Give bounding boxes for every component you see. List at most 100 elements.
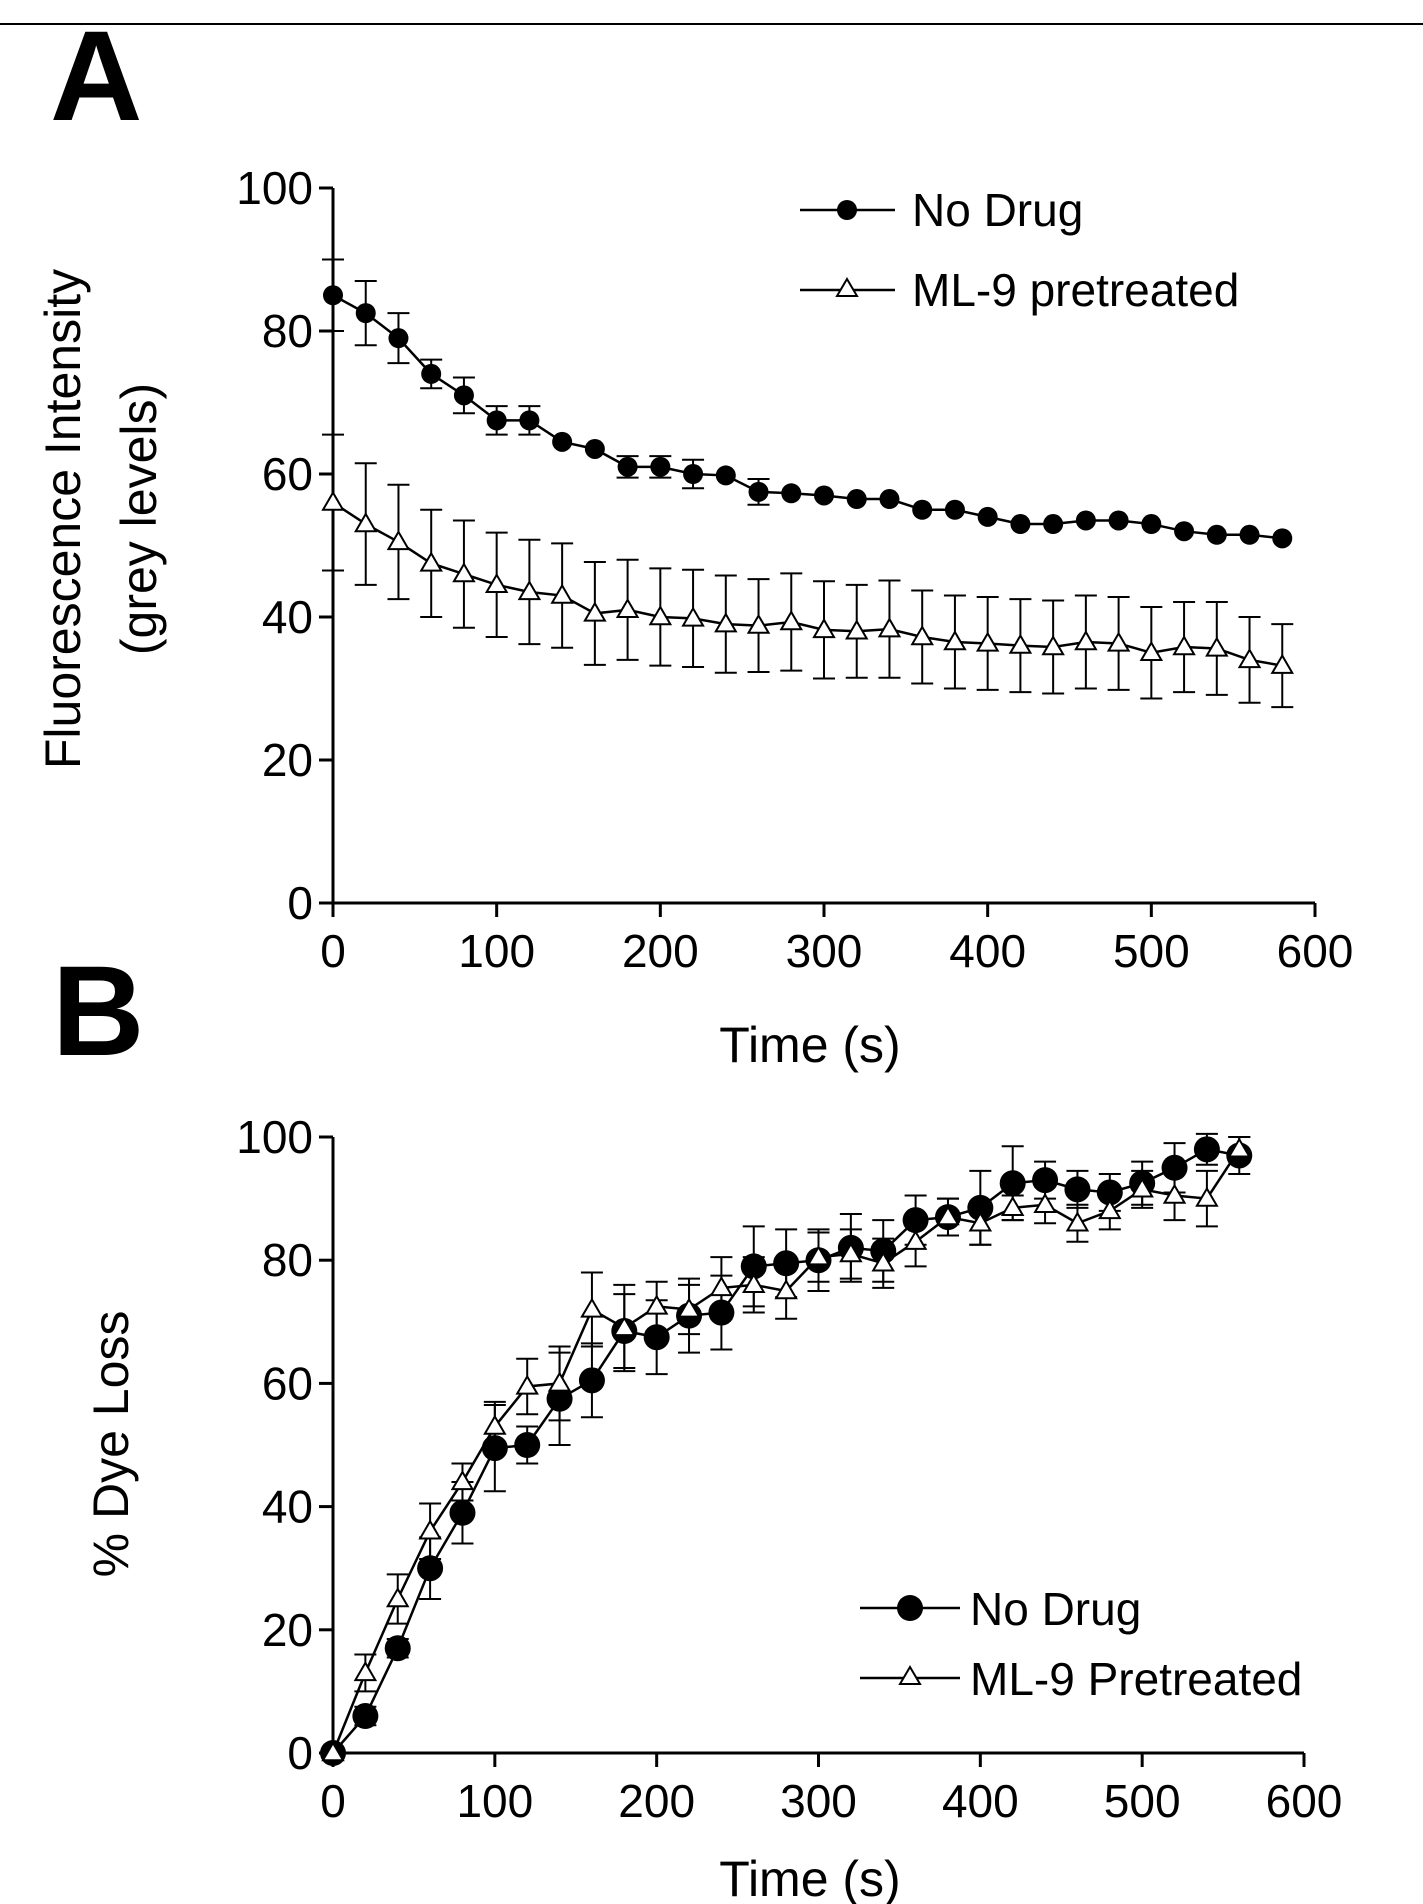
panel-b-ml9-point bbox=[450, 1469, 475, 1491]
panel-a-ytick-label: 60 bbox=[262, 448, 313, 500]
panel-a-ml9-point bbox=[386, 529, 411, 551]
panel-a-axes: 0 20 40 60 80 100 0 100 200 300 400 500 600 bbox=[236, 162, 1353, 977]
panel-b-ml9-point bbox=[1000, 1195, 1025, 1217]
panel-a-ml9-line bbox=[332, 501, 1283, 667]
panel-a-no-drug-point bbox=[1206, 524, 1227, 545]
panel-a-xlabel: Time (s) bbox=[719, 1017, 900, 1073]
panel-a-ml9-point bbox=[1139, 640, 1164, 661]
panel-b-ml9-point bbox=[418, 1519, 442, 1540]
panel-b-errorbars bbox=[354, 1132, 1251, 1727]
panel-b-xtick-label: 200 bbox=[618, 1775, 695, 1827]
panel-b-ml9-point bbox=[968, 1211, 993, 1232]
panel-b-ml9-point bbox=[1065, 1211, 1090, 1232]
panel-a-ml9-point bbox=[1172, 635, 1196, 656]
panel-b-legend-label-ml9: ML-9 Pretreated bbox=[970, 1653, 1302, 1705]
panel-b-ytick-label: 40 bbox=[262, 1481, 313, 1533]
panel-b-legend-marker-ml9 bbox=[898, 1665, 922, 1685]
panel-b-ml9-point bbox=[353, 1660, 378, 1682]
panel-b-ylabel: % Dye Loss bbox=[83, 1311, 139, 1578]
panel-a-ml9-point bbox=[844, 619, 869, 640]
panel-a-no-drug-point bbox=[1010, 514, 1031, 535]
panel-letter-a: A bbox=[50, 5, 142, 148]
panel-a-no-drug-point bbox=[584, 438, 605, 459]
panel-b-ytick-label: 80 bbox=[262, 1234, 313, 1286]
panel-a-no-drug-point bbox=[846, 489, 867, 510]
panel-b-ml9-point bbox=[483, 1414, 507, 1435]
panel-b-no-drug-point bbox=[1193, 1136, 1220, 1163]
panel-b-ytick-label: 20 bbox=[262, 1604, 313, 1656]
panel-b-no-drug-point bbox=[1064, 1176, 1091, 1203]
panel-a-ml9-point bbox=[452, 562, 476, 583]
panel-a-ml9-point bbox=[1270, 653, 1295, 674]
panel-b-no-drug-point bbox=[773, 1250, 800, 1277]
panel-a-xtick-label: 600 bbox=[1277, 925, 1354, 977]
panel-a-chart: 0 20 40 60 80 100 0 100 200 300 400 500 600 Fluoresc… bbox=[35, 162, 1353, 1073]
panel-a-ml9-point bbox=[1106, 631, 1131, 652]
panel-a-ml9-point bbox=[419, 551, 443, 572]
panel-a-no-drug-point bbox=[355, 303, 376, 324]
panel-a-ml9-point bbox=[714, 612, 738, 633]
panel-a-legend-label-no-drug: No Drug bbox=[912, 184, 1083, 236]
panel-b-no-drug-point bbox=[578, 1367, 605, 1394]
panel-b-xlabel: Time (s) bbox=[719, 1851, 900, 1904]
panel-b-ml9-point bbox=[547, 1371, 572, 1392]
panel-a-ml9-point bbox=[1041, 635, 1065, 656]
panel-a-no-drug-point bbox=[519, 410, 540, 431]
panel-b-no-drug-point bbox=[514, 1432, 541, 1458]
panel-b-ml9-point bbox=[806, 1245, 831, 1266]
panel-a-legend-marker-ml9 bbox=[835, 277, 859, 297]
panel-a-no-drug-point bbox=[1272, 528, 1293, 549]
panel-b-no-drug-point bbox=[481, 1435, 508, 1462]
panel-b-ml9-point bbox=[709, 1275, 734, 1297]
panel-b-ml9-point bbox=[612, 1315, 637, 1337]
panel-b-no-drug-point bbox=[1161, 1154, 1188, 1181]
panel-a-no-drug-point bbox=[1108, 510, 1129, 531]
panel-b-chart: 0 20 40 60 80 100 0 100 200 300 400 500 600 % Dye Lo… bbox=[83, 1111, 1342, 1904]
panel-a-ml9-point bbox=[550, 583, 574, 604]
panel-a-no-drug-point bbox=[486, 410, 507, 431]
panel-a-no-drug-point bbox=[1141, 514, 1162, 535]
panel-b-no-drug-point bbox=[870, 1237, 897, 1264]
panel-b-ytick-label: 60 bbox=[262, 1357, 313, 1409]
panel-a-lines bbox=[332, 294, 1283, 667]
panel-b-ml9-point bbox=[515, 1374, 539, 1395]
panel-a-ml9-point bbox=[583, 601, 607, 622]
panel-a-no-drug-point bbox=[814, 485, 834, 506]
panel-b-ml9-point bbox=[774, 1279, 798, 1300]
panel-a-ylabel-line1: Fluorescence Intensity bbox=[35, 269, 91, 769]
panel-b-xtick-label: 500 bbox=[1104, 1775, 1181, 1827]
panel-b-no-drug-point bbox=[740, 1253, 767, 1280]
panel-b-no-drug-point bbox=[417, 1555, 444, 1582]
panel-letter-b: B bbox=[52, 940, 144, 1083]
panel-a-no-drug-point bbox=[650, 456, 671, 477]
panel-a-ytick-label: 40 bbox=[262, 591, 313, 643]
panel-a-no-drug-point bbox=[944, 499, 965, 520]
panel-a-markers bbox=[321, 285, 1295, 674]
panel-b-xtick-label: 0 bbox=[320, 1775, 346, 1827]
panel-a-no-drug-point bbox=[453, 385, 474, 406]
panel-a-ml9-point bbox=[1205, 636, 1229, 657]
panel-b-ml9-point bbox=[677, 1297, 701, 1318]
panel-a-ml9-point bbox=[975, 631, 1000, 652]
panel-b-ml9-point bbox=[1130, 1177, 1154, 1198]
panel-a-no-drug-point bbox=[617, 456, 638, 477]
panel-b-ml9-point bbox=[385, 1587, 410, 1608]
panel-a-ytick-label: 20 bbox=[262, 734, 313, 786]
panel-b-ml9-point bbox=[1033, 1192, 1057, 1213]
panel-a-no-drug-point bbox=[781, 483, 802, 504]
panel-b-axes: 0 20 40 60 80 100 0 100 200 300 400 500 600 bbox=[236, 1111, 1342, 1827]
panel-b-xtick-label: 300 bbox=[780, 1775, 857, 1827]
panel-a-xtick-label: 200 bbox=[622, 925, 699, 977]
panel-a-ylabel-line2: (grey levels) bbox=[111, 383, 167, 655]
panel-a-no-drug-point bbox=[912, 499, 933, 520]
panel-b-ml9-point bbox=[580, 1297, 604, 1318]
panel-b-ytick-label: 0 bbox=[287, 1727, 313, 1779]
panel-b-ml9-point bbox=[321, 1741, 345, 1762]
panel-b-no-drug-point bbox=[708, 1299, 735, 1326]
panel-b-legend-label-no-drug: No Drug bbox=[970, 1583, 1141, 1635]
panel-b-ml9-point bbox=[839, 1242, 863, 1263]
panel-b-xtick-label: 600 bbox=[1266, 1775, 1343, 1827]
panel-b-ml9-point bbox=[936, 1205, 960, 1226]
panel-a-ml9-point bbox=[1074, 630, 1098, 651]
panel-b-ml9-point bbox=[742, 1272, 766, 1294]
